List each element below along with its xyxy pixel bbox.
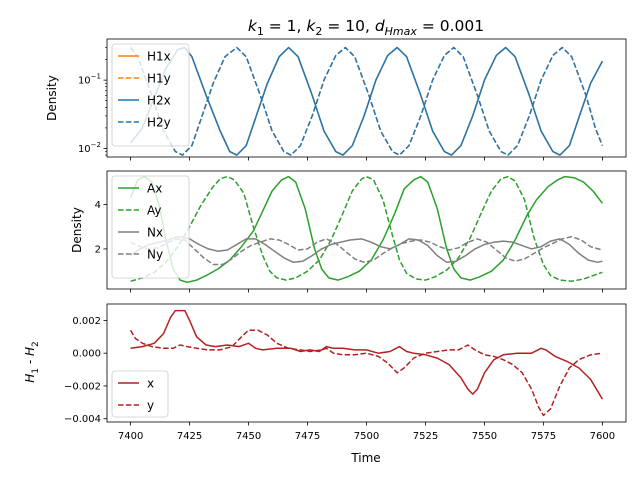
legend-label-h1x: H1x <box>147 50 171 64</box>
legend-label-y: y <box>147 399 154 413</box>
x-tick-label: 7475 <box>295 431 320 442</box>
legend-label-h2y: H2y <box>147 116 171 130</box>
plot-area <box>130 46 604 156</box>
legend-frame <box>111 175 190 279</box>
series-h2x-line <box>130 46 604 156</box>
difference-panel: H1 - H2 7400 7425 7450 7475 7500 7525 7550 7575… <box>23 303 627 442</box>
panel-1-ylabel: Density <box>45 75 59 121</box>
series-ay-line <box>130 175 603 282</box>
legend-label-ay: Ay <box>147 204 162 218</box>
legend: Ax Ay Nx Ny <box>111 175 190 279</box>
series-y-line <box>129 329 603 417</box>
x-tick-label: 7400 <box>118 431 143 442</box>
axes-frame <box>106 303 627 423</box>
density-an-panel: Density 2 4 Ax Ay Nx Ny <box>70 170 627 293</box>
y-tick-label: 4 <box>95 200 101 211</box>
x-tick-label: 7600 <box>590 431 615 442</box>
legend-label-h1y: H1y <box>147 72 171 86</box>
plot-area <box>129 175 603 284</box>
series-ny-line <box>130 235 603 266</box>
legend: xy <box>111 370 169 418</box>
legend-label-nx: Nx <box>147 226 163 240</box>
series-x-line <box>130 309 604 400</box>
x-tick-label: 7525 <box>413 431 438 442</box>
y-tick-label: 0.000 <box>72 349 101 360</box>
legend: H1x H1y H2x H2y <box>111 43 190 147</box>
legend-label-h2x: H2x <box>147 94 171 108</box>
y-tick-label: 2 <box>95 244 101 255</box>
y-tick-label: 10−2 <box>78 141 101 155</box>
x-tick-label: 7575 <box>531 431 556 442</box>
y-tick-label: 0.002 <box>72 316 101 327</box>
x-tick-label: 7450 <box>236 431 261 442</box>
series-ax-line <box>129 175 603 284</box>
figure-title: k1 = 1, k2 = 10, dHmax = 0.001 <box>248 17 484 38</box>
legend-frame <box>111 43 190 147</box>
y-tick-label: −0.004 <box>64 414 101 425</box>
x-tick-label: 7500 <box>354 431 379 442</box>
density-h-panel: Density 10−2 10−1 H1x H1y H2x H2y <box>45 38 627 161</box>
legend-frame <box>111 370 169 418</box>
legend-label-ax: Ax <box>147 182 162 196</box>
x-axis-label: Time <box>350 451 380 465</box>
series-h2y-line <box>130 46 604 156</box>
x-tick-label: 7425 <box>177 431 202 442</box>
x-tick-label: 7550 <box>472 431 497 442</box>
plot-area <box>129 309 604 417</box>
y-tick-label: −0.002 <box>64 381 101 392</box>
legend-label-ny: Ny <box>147 248 163 262</box>
series-nx-line <box>130 235 603 264</box>
y-tick-label: 10−1 <box>78 73 101 87</box>
legend-label-x: x <box>147 377 154 391</box>
panel-3-ylabel: H1 - H2 <box>23 341 41 383</box>
panel-2-ylabel: Density <box>70 207 84 253</box>
